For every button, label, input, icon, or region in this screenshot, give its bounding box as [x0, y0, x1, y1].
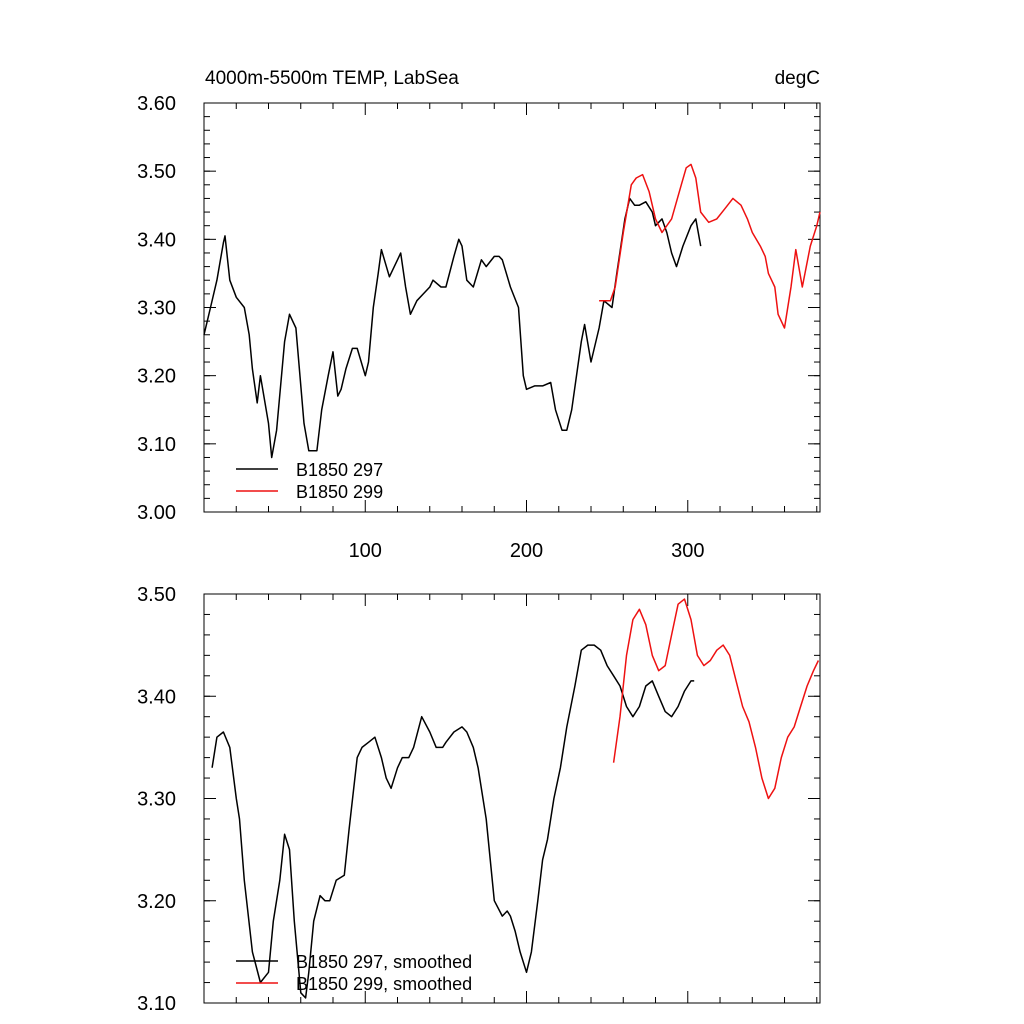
y-tick-label: 3.60	[137, 93, 176, 115]
y-tick-label: 3.40	[137, 686, 176, 708]
panel-2-y-tick-labels: 3.10 3.20 3.30 3.40 3.50	[137, 584, 176, 1015]
panel-2: 3.10 3.20 3.30 3.40 3.50 B1850 297, smoothed…	[137, 584, 821, 1015]
legend-label-b1850-299: B1850 299	[296, 482, 383, 502]
panel-2-legend: B1850 297, smoothed B1850 299, smoothed	[236, 952, 472, 994]
panel-1-y-tick-labels: 3.00 3.10 3.20 3.30 3.40 3.50 3.60	[137, 93, 176, 524]
y-tick-label: 3.00	[137, 502, 176, 524]
y-tick-label: 3.10	[137, 434, 176, 456]
y-tick-label: 3.30	[137, 789, 176, 811]
series-line-b1850-297	[203, 197, 702, 459]
panel-1-title: 4000m-5500m TEMP, LabSea	[205, 68, 459, 89]
x-tick-label: 200	[510, 540, 543, 562]
panel-1-legend: B1850 297 B1850 299	[236, 460, 383, 502]
panel-1: 4000m-5500m TEMP, LabSea degC 3.003.103.…	[137, 68, 821, 562]
panel-1-units-label: degC	[775, 68, 820, 89]
series-line-b1850-299	[599, 163, 821, 329]
x-tick-label: 100	[349, 540, 382, 562]
panel-1-x-tick-labels: 100 200 300	[349, 540, 705, 562]
x-tick-label: 300	[671, 540, 704, 562]
y-tick-label: 3.30	[137, 298, 176, 320]
series-line-b1850-297-smoothed	[211, 644, 695, 999]
y-tick-label: 3.50	[137, 161, 176, 183]
panel-1-series	[203, 163, 821, 459]
series-line-b1850-299-smoothed	[612, 598, 820, 800]
panel-1-ticks	[204, 102, 820, 513]
y-tick-label: 3.20	[137, 366, 176, 388]
panel-2-series	[211, 598, 820, 999]
y-tick-label: 3.50	[137, 584, 176, 606]
y-tick-label: 3.20	[137, 891, 176, 913]
legend-label-b1850-297-smoothed: B1850 297, smoothed	[296, 952, 472, 972]
legend-label-b1850-297: B1850 297	[296, 460, 383, 480]
panel-1-plot-frame	[203, 102, 821, 513]
panel-2-ticks	[204, 593, 820, 1004]
y-tick-label: 3.40	[137, 229, 176, 251]
y-tick-label: 3.10	[137, 993, 176, 1015]
legend-label-b1850-299-smoothed: B1850 299, smoothed	[296, 974, 472, 994]
